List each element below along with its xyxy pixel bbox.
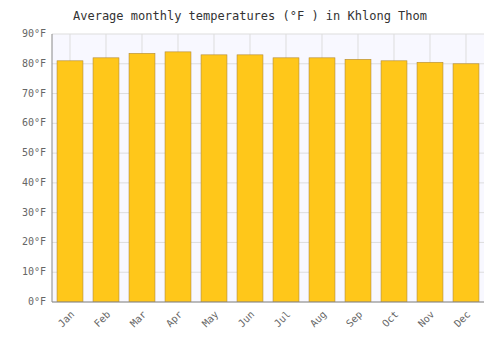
bar: [381, 61, 407, 302]
x-tick-label: Oct: [380, 309, 401, 330]
bar: [345, 59, 371, 302]
chart-title: Average monthly temperatures (°F ) in Kh…: [73, 9, 427, 23]
y-tick-labels: 0°F 10°F 20°F 30°F 40°F 50°F 60°F 70°F 80°F 90°F: [22, 28, 46, 307]
bar: [165, 52, 191, 302]
x-tick-labels: Jan Feb Mar Apr May Jun Jul Aug Sep Oct Nov Dec: [56, 309, 473, 330]
y-grid-line: [52, 302, 484, 303]
y-tick-label: 60°F: [22, 117, 46, 128]
chart-svg: 0°F 10°F 20°F 30°F 40°F 50°F 60°F 70°F 80°F 90°F J…: [0, 0, 500, 350]
y-tick-label: 50°F: [22, 147, 46, 158]
x-tick-label: Feb: [92, 309, 113, 330]
grid: [52, 34, 484, 302]
x-tick-label: Mar: [128, 309, 149, 330]
bar: [93, 58, 119, 302]
bar: [273, 58, 299, 302]
x-tick-label: Jan: [56, 309, 77, 330]
x-tick-label: May: [200, 309, 221, 330]
x-tick-label: Nov: [416, 309, 437, 330]
y-grid-line: [52, 34, 484, 35]
x-tick-label: Sep: [344, 309, 365, 330]
x-tick-label: Apr: [164, 309, 185, 330]
x-tick-label: Dec: [452, 309, 473, 330]
y-tick-label: 90°F: [22, 28, 46, 39]
y-tick-label: 40°F: [22, 177, 46, 188]
y-tick-label: 20°F: [22, 236, 46, 247]
y-axis-line: [52, 34, 53, 302]
bar: [201, 55, 227, 302]
x-axis-line: [52, 302, 484, 303]
y-tick-label: 30°F: [22, 207, 46, 218]
bar: [57, 61, 83, 302]
y-tick-label: 10°F: [22, 266, 46, 277]
bar: [417, 62, 443, 302]
plot-background: [52, 34, 484, 302]
bars: [57, 52, 479, 302]
y-tick-label: 0°F: [28, 296, 46, 307]
y-tick-label: 70°F: [22, 88, 46, 99]
x-tick-label: Jun: [236, 309, 257, 330]
bar: [129, 53, 155, 302]
x-tick-label: Jul: [272, 309, 293, 330]
bar: [237, 55, 263, 302]
x-tick-label: Aug: [308, 309, 329, 330]
chart-container: 0°F 10°F 20°F 30°F 40°F 50°F 60°F 70°F 80°F 90°F J…: [0, 0, 500, 350]
bar: [453, 64, 479, 302]
y-tick-label: 80°F: [22, 58, 46, 69]
bar: [309, 58, 335, 302]
